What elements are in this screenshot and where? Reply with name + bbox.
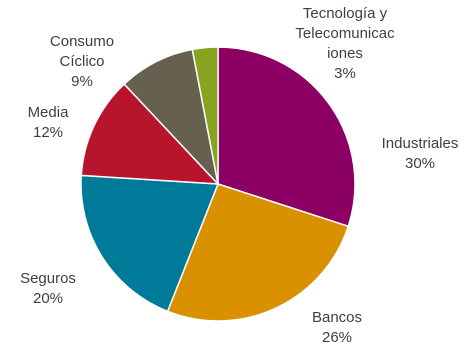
slice-label: Consumo Cíclico 9% <box>50 33 114 90</box>
pie-slices <box>80 46 356 322</box>
slice-label: Tecnología y Telecomunicac iones 3% <box>295 5 395 82</box>
slice-label-line: 20% <box>33 290 63 307</box>
slice-label: Bancos 26% <box>312 309 362 346</box>
pie-slice <box>217 46 356 228</box>
pie-slice <box>80 83 220 185</box>
pie-labels: Industriales 30% Bancos 26% Seguros 20% Media 1… <box>20 5 458 346</box>
pie-slice <box>166 183 350 322</box>
slice-label-line: Consumo <box>50 33 114 50</box>
slice-label-line: Bancos <box>312 309 362 326</box>
slice-label-line: 30% <box>405 155 435 172</box>
slice-label-line: Cíclico <box>59 53 104 70</box>
slice-label-line: 26% <box>322 329 352 346</box>
slice-label-line: Seguros <box>20 270 76 287</box>
pie-slice <box>80 174 220 313</box>
slice-label-line: 9% <box>71 73 93 90</box>
slice-label-line: 3% <box>334 65 356 82</box>
slice-label-line: Media <box>28 104 70 121</box>
slice-label-line: iones <box>327 45 363 62</box>
slice-label-line: Industriales <box>382 135 459 152</box>
slice-label: Media 12% <box>28 104 70 141</box>
pie-slice <box>191 46 219 185</box>
slice-label-line: Tecnología y <box>303 5 388 22</box>
slice-label: Industriales 30% <box>382 135 459 172</box>
slice-label: Seguros 20% <box>20 270 76 307</box>
slice-label-line: Telecomunicac <box>295 25 395 42</box>
slice-label-line: 12% <box>33 124 63 141</box>
